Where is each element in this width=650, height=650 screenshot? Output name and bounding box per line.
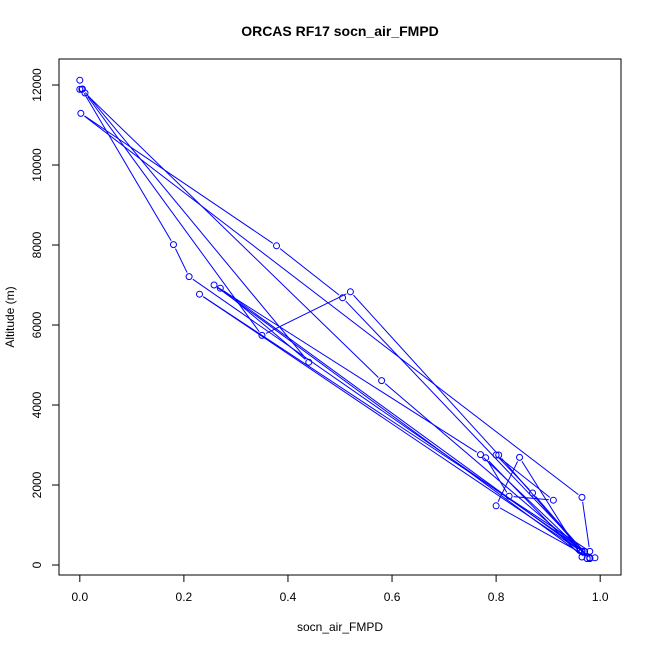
x-axis: 0.0 0.2 0.4 0.6 0.8 1.0	[71, 574, 609, 604]
data-point	[529, 489, 537, 497]
data-point	[273, 242, 281, 250]
data-point	[505, 492, 513, 500]
series-segment	[223, 290, 306, 360]
y-tick-label: 6000	[30, 311, 44, 338]
data-point	[578, 547, 586, 555]
series-segment	[499, 457, 551, 498]
series-segment	[582, 501, 590, 548]
y-tick-label: 12000	[30, 68, 44, 102]
x-tick-label: 0.4	[280, 590, 297, 604]
x-tick-label: 0.6	[384, 590, 401, 604]
series-segment	[345, 300, 582, 549]
series-segment	[513, 496, 549, 501]
data-point	[185, 273, 193, 281]
data-point	[169, 241, 177, 249]
y-axis-label: Altitude (m)	[3, 286, 17, 347]
x-axis-label: socn_air_FMPD	[297, 620, 383, 634]
data-point	[495, 451, 503, 459]
data-point	[591, 554, 599, 562]
data-point	[76, 85, 84, 93]
x-tick-label: 1.0	[592, 590, 609, 604]
data-point	[339, 294, 347, 302]
y-tick-label: 4000	[30, 391, 44, 418]
data-point	[378, 377, 386, 385]
data-point	[78, 85, 86, 93]
series-segment	[223, 290, 579, 550]
series-segment	[84, 115, 274, 244]
data-point	[77, 109, 85, 117]
data-point	[516, 453, 524, 461]
series-segment	[217, 287, 584, 557]
y-tick-label: 0	[30, 561, 44, 568]
series-segment	[87, 95, 379, 378]
series-segment	[384, 383, 587, 556]
series-segment	[202, 296, 579, 550]
data-point	[477, 451, 484, 459]
x-tick-label: 0.2	[176, 590, 193, 604]
chart-title: ORCAS RF17 socn_air_FMPD	[241, 23, 439, 39]
series-segment	[83, 93, 172, 241]
y-axis: 0 2000 4000 6000 8000 10000 12000	[30, 68, 60, 568]
y-tick-label: 2000	[30, 471, 44, 498]
data-point	[258, 331, 266, 339]
data-point	[196, 290, 203, 298]
series-segment	[202, 296, 587, 550]
data-point	[492, 502, 500, 510]
data-point	[210, 281, 218, 289]
series-segment	[87, 96, 260, 333]
series-lines	[79, 84, 592, 557]
series-segment	[84, 92, 307, 360]
series-segment	[501, 458, 580, 549]
data-point	[76, 76, 84, 84]
series-segment	[497, 461, 519, 502]
x-tick-label: 0.8	[488, 590, 505, 604]
data-point	[482, 454, 490, 462]
series-points	[76, 76, 599, 563]
data-point	[346, 288, 354, 296]
series-segment	[353, 294, 497, 453]
data-point	[216, 284, 224, 292]
y-tick-label: 8000	[30, 231, 44, 258]
series-segment	[535, 496, 588, 556]
data-point	[586, 554, 594, 562]
x-tick-label: 0.0	[71, 590, 88, 604]
data-point	[578, 493, 586, 501]
series-segment	[84, 115, 579, 496]
series-segment	[175, 248, 188, 273]
data-point	[305, 358, 313, 366]
series-segment	[499, 507, 587, 557]
data-point	[549, 496, 557, 504]
series-segment	[487, 461, 508, 493]
y-tick-label: 10000	[30, 148, 44, 182]
data-point	[492, 451, 500, 459]
series-segment	[279, 248, 340, 296]
